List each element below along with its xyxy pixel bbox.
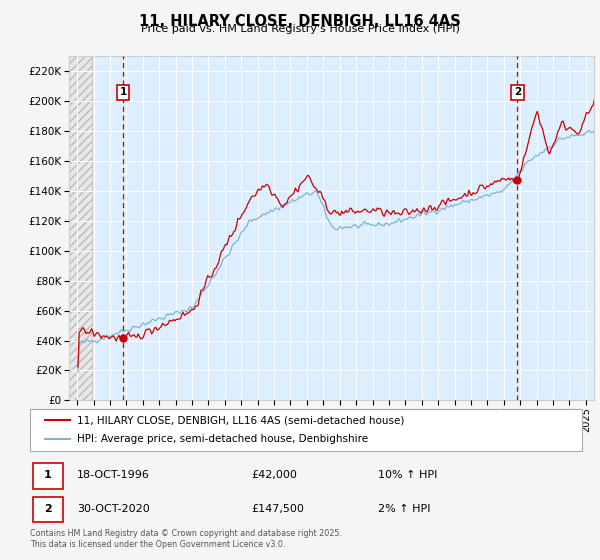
Text: 2: 2 [514,87,521,97]
Text: 11, HILARY CLOSE, DENBIGH, LL16 4AS: 11, HILARY CLOSE, DENBIGH, LL16 4AS [139,14,461,29]
Text: 1: 1 [44,470,52,480]
FancyBboxPatch shape [30,409,582,451]
Text: £147,500: £147,500 [251,504,304,514]
FancyBboxPatch shape [33,497,63,522]
Text: 1: 1 [119,87,127,97]
Text: Price paid vs. HM Land Registry's House Price Index (HPI): Price paid vs. HM Land Registry's House … [140,24,460,34]
Bar [69,56,92,400]
Text: £42,000: £42,000 [251,470,296,480]
Text: HPI: Average price, semi-detached house, Denbighshire: HPI: Average price, semi-detached house,… [77,435,368,445]
Text: 2% ↑ HPI: 2% ↑ HPI [378,504,430,514]
Text: 18-OCT-1996: 18-OCT-1996 [77,470,150,480]
Text: 10% ↑ HPI: 10% ↑ HPI [378,470,437,480]
FancyBboxPatch shape [33,463,63,489]
Text: 11, HILARY CLOSE, DENBIGH, LL16 4AS (semi-detached house): 11, HILARY CLOSE, DENBIGH, LL16 4AS (sem… [77,415,404,425]
Text: Contains HM Land Registry data © Crown copyright and database right 2025.
This d: Contains HM Land Registry data © Crown c… [30,529,342,549]
Text: 30-OCT-2020: 30-OCT-2020 [77,504,149,514]
Text: 2: 2 [44,504,52,514]
